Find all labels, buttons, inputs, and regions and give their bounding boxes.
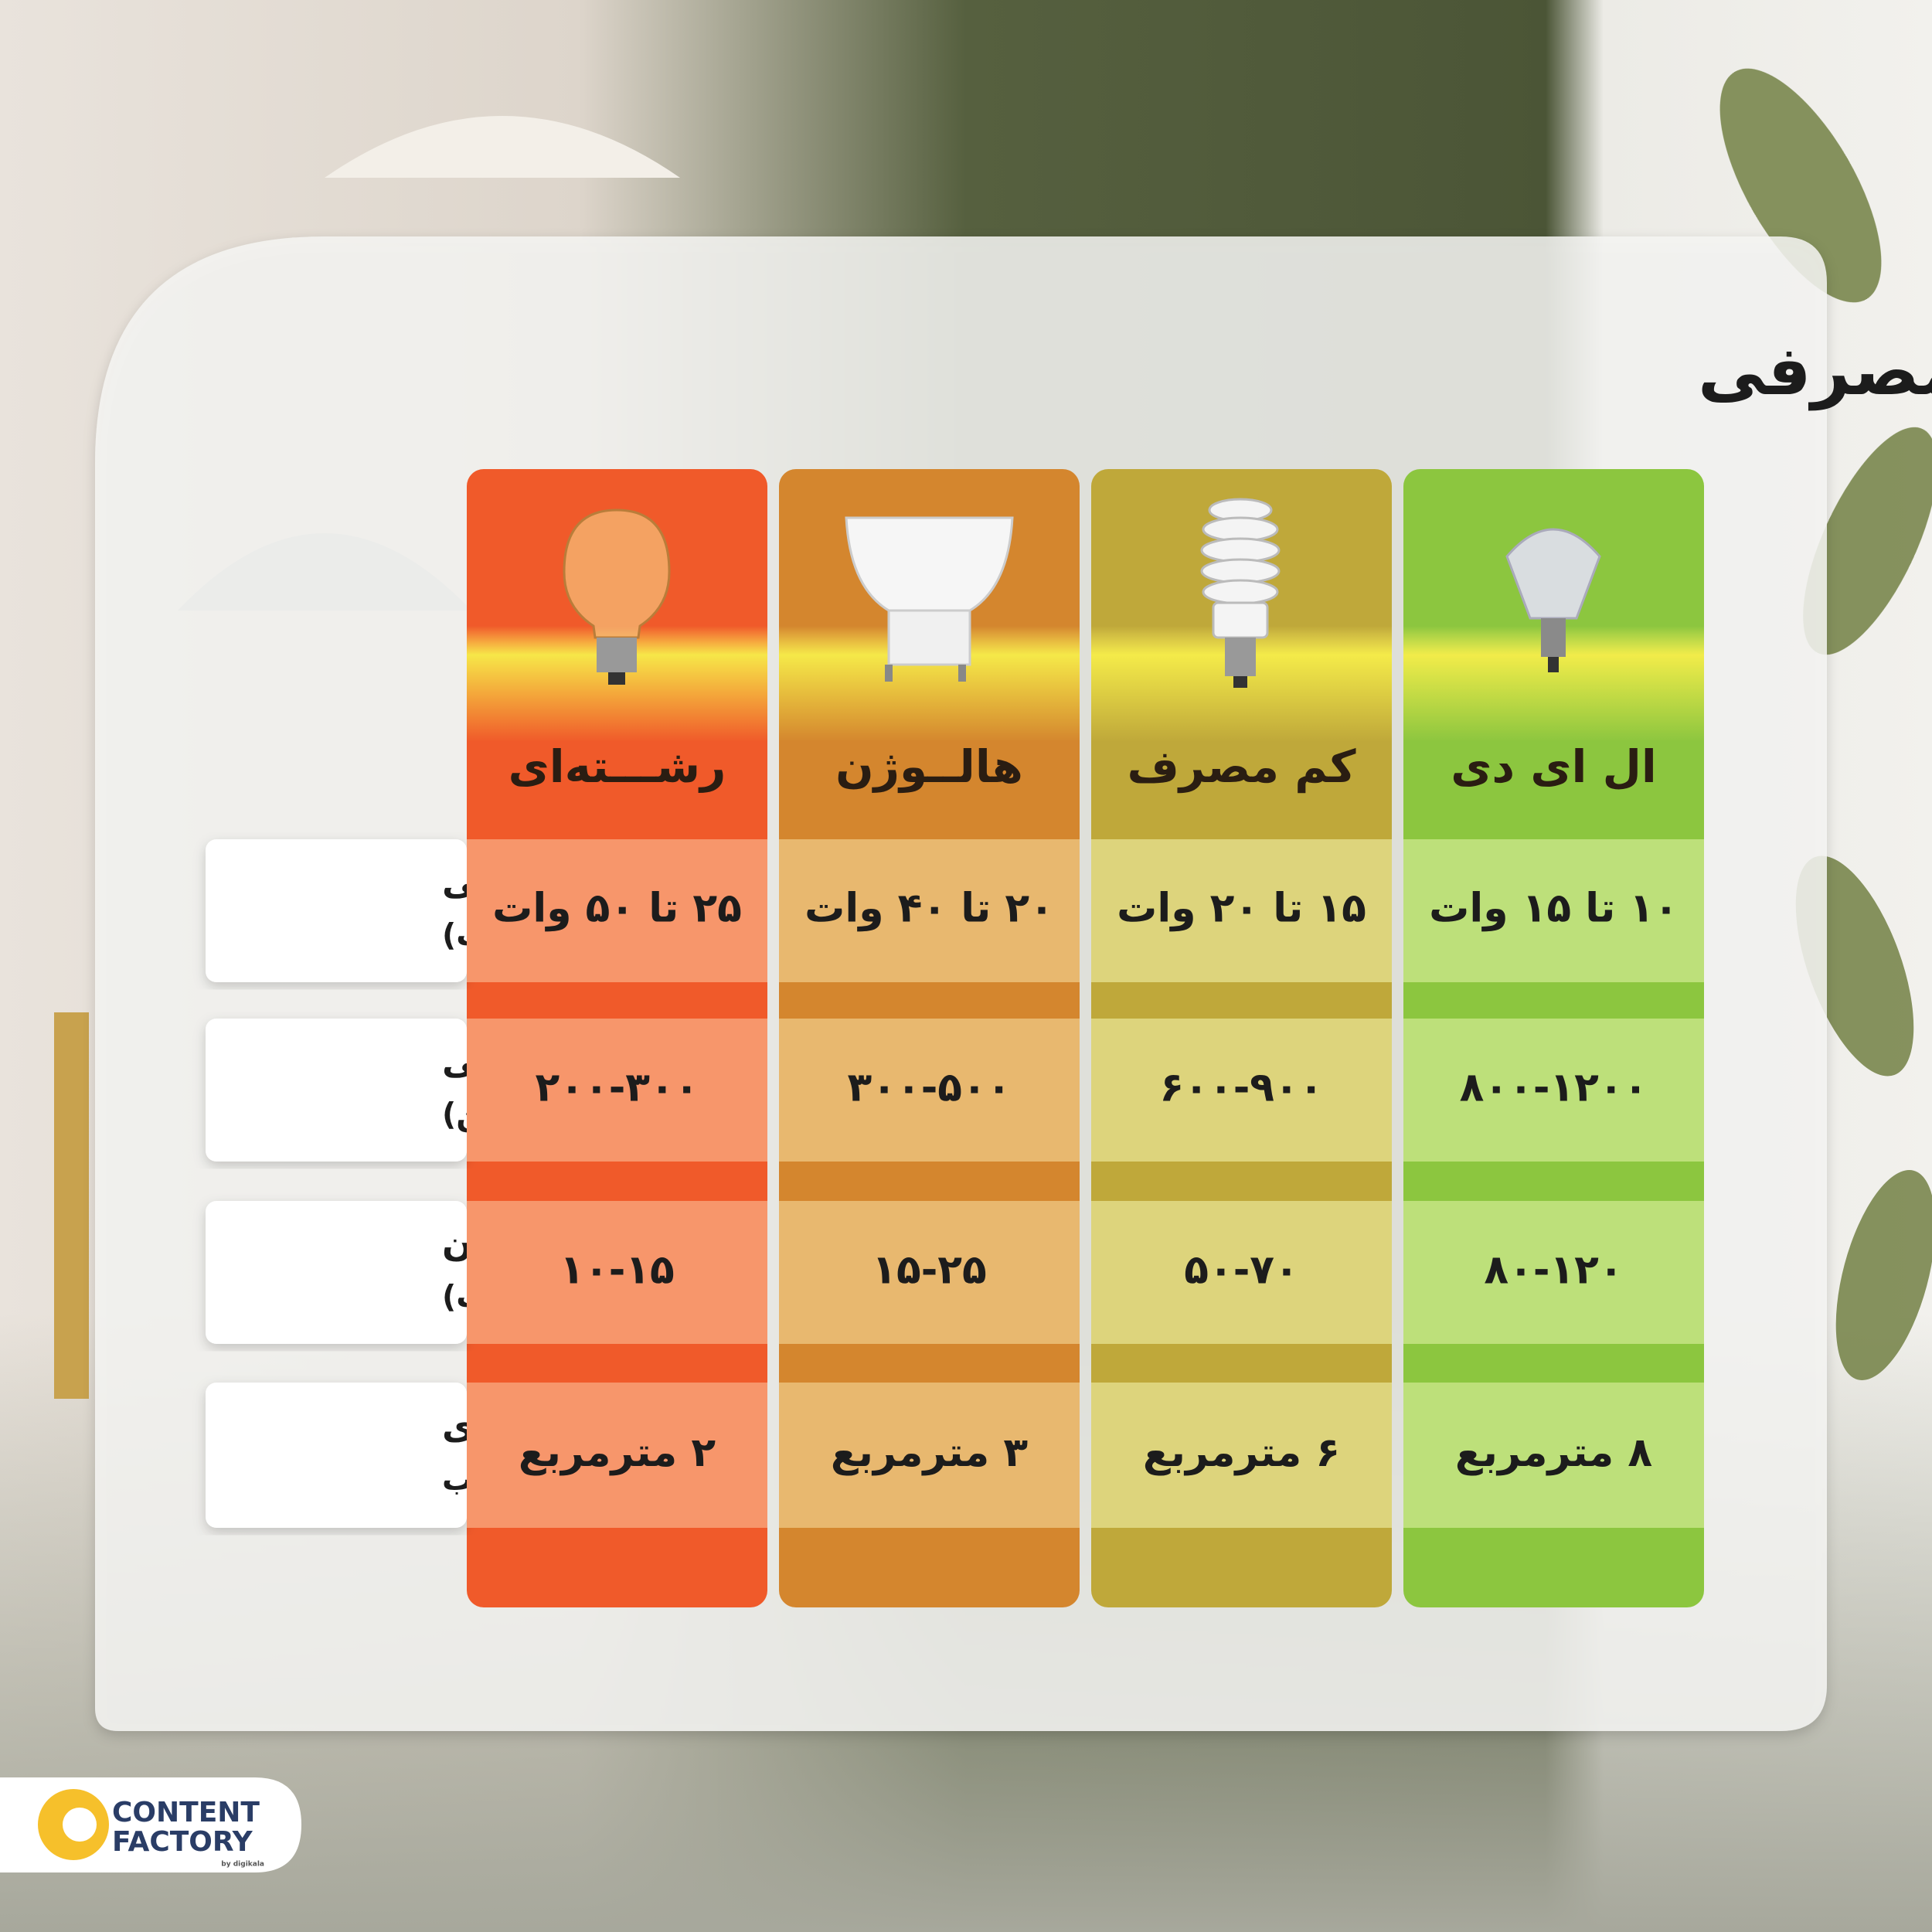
cell-bg bbox=[467, 1019, 767, 1162]
cell-bg bbox=[779, 1383, 1080, 1528]
cell-value: ۲۰ تا ۴۰ وات bbox=[804, 886, 1054, 932]
vase bbox=[54, 1012, 89, 1399]
title: جــدول مقایـسه لامپ ها براساس توان مصرفی bbox=[1698, 331, 1932, 411]
cell-bg bbox=[779, 1201, 1080, 1344]
cell-value: ۵۰-۷۰ bbox=[1184, 1247, 1299, 1294]
row-label-box bbox=[206, 839, 467, 982]
cell-value: ۶۰۰-۹۰۰ bbox=[1159, 1065, 1323, 1111]
cell-bg bbox=[779, 1019, 1080, 1162]
cell-bg bbox=[467, 839, 767, 982]
cell-bg bbox=[1403, 1383, 1704, 1528]
cell-value: ۲۰۰-۳۰۰ bbox=[535, 1065, 699, 1111]
lamp-shade bbox=[325, 116, 680, 178]
cell-value: ۸۰-۱۲۰ bbox=[1484, 1247, 1623, 1294]
logo: CONTENT FACTORY by digikala bbox=[0, 1777, 301, 1872]
cell-value: ۱۰-۱۵ bbox=[560, 1247, 675, 1294]
cell-value: ۱۵-۲۵ bbox=[872, 1247, 987, 1294]
cell-bg bbox=[467, 1201, 767, 1344]
column-header: هالــوژن bbox=[835, 740, 1023, 794]
cell-bg bbox=[1091, 839, 1392, 982]
cell-bg bbox=[1403, 1019, 1704, 1162]
cell-bg bbox=[1091, 1019, 1392, 1162]
bulb-cfl bbox=[1200, 498, 1281, 688]
cell-bg bbox=[1403, 1201, 1704, 1344]
cell-value: ۲ مترمربع bbox=[519, 1430, 716, 1476]
cell-bg bbox=[1091, 1201, 1392, 1344]
cell-value: ۶ مترمربع bbox=[1143, 1430, 1340, 1476]
cell-value: ۸۰۰-۱۲۰۰ bbox=[1460, 1065, 1648, 1111]
logo-text: CONTENT bbox=[112, 1797, 260, 1828]
column-header: ال ای دی bbox=[1451, 740, 1657, 793]
cell-bg bbox=[467, 1383, 767, 1528]
cell-value: ۱۵ تا ۲۰ وات bbox=[1117, 886, 1366, 932]
cell-bg bbox=[1091, 1383, 1392, 1528]
cell-bg bbox=[1403, 839, 1704, 982]
cell-value: ۸ مترمربع bbox=[1455, 1430, 1652, 1476]
bulb-incandescent bbox=[563, 509, 671, 685]
logo-byline: by digikala bbox=[221, 1861, 264, 1869]
cell-value: ۳۰۰-۵۰۰ bbox=[847, 1065, 1011, 1111]
column-header: رشـــته‌ای bbox=[509, 740, 726, 793]
cell-value: ۳ مترمربع bbox=[831, 1430, 1028, 1476]
row-label-box bbox=[206, 1383, 467, 1528]
column-header: کم مصرف bbox=[1128, 740, 1356, 794]
cell-value: ۲۵ تا ۵۰ وات bbox=[492, 886, 742, 932]
bulb-led bbox=[1505, 528, 1601, 672]
row-label-box bbox=[206, 1019, 467, 1162]
logo-text: FACTORY bbox=[112, 1826, 253, 1858]
bulb-halogen bbox=[845, 516, 1014, 682]
cell-bg bbox=[779, 839, 1080, 982]
cell-value: ۱۰ تا ۱۵ وات bbox=[1429, 886, 1679, 932]
row-label-box bbox=[206, 1201, 467, 1344]
